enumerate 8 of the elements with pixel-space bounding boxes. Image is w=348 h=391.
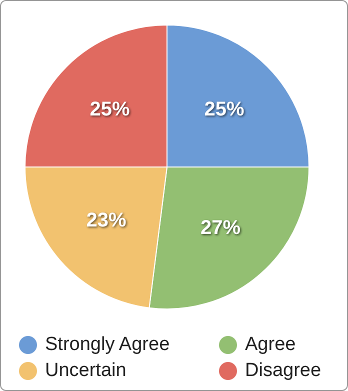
legend-label: Uncertain xyxy=(45,360,126,382)
legend-label: Strongly Agree xyxy=(45,334,170,356)
data-label: 25% xyxy=(204,98,245,121)
data-label: 23% xyxy=(86,210,126,232)
data-label: 27% xyxy=(200,216,241,239)
legend-label: Disagree xyxy=(245,360,322,382)
data-label: 25% xyxy=(90,98,130,121)
legend-label: Agree xyxy=(245,334,296,356)
